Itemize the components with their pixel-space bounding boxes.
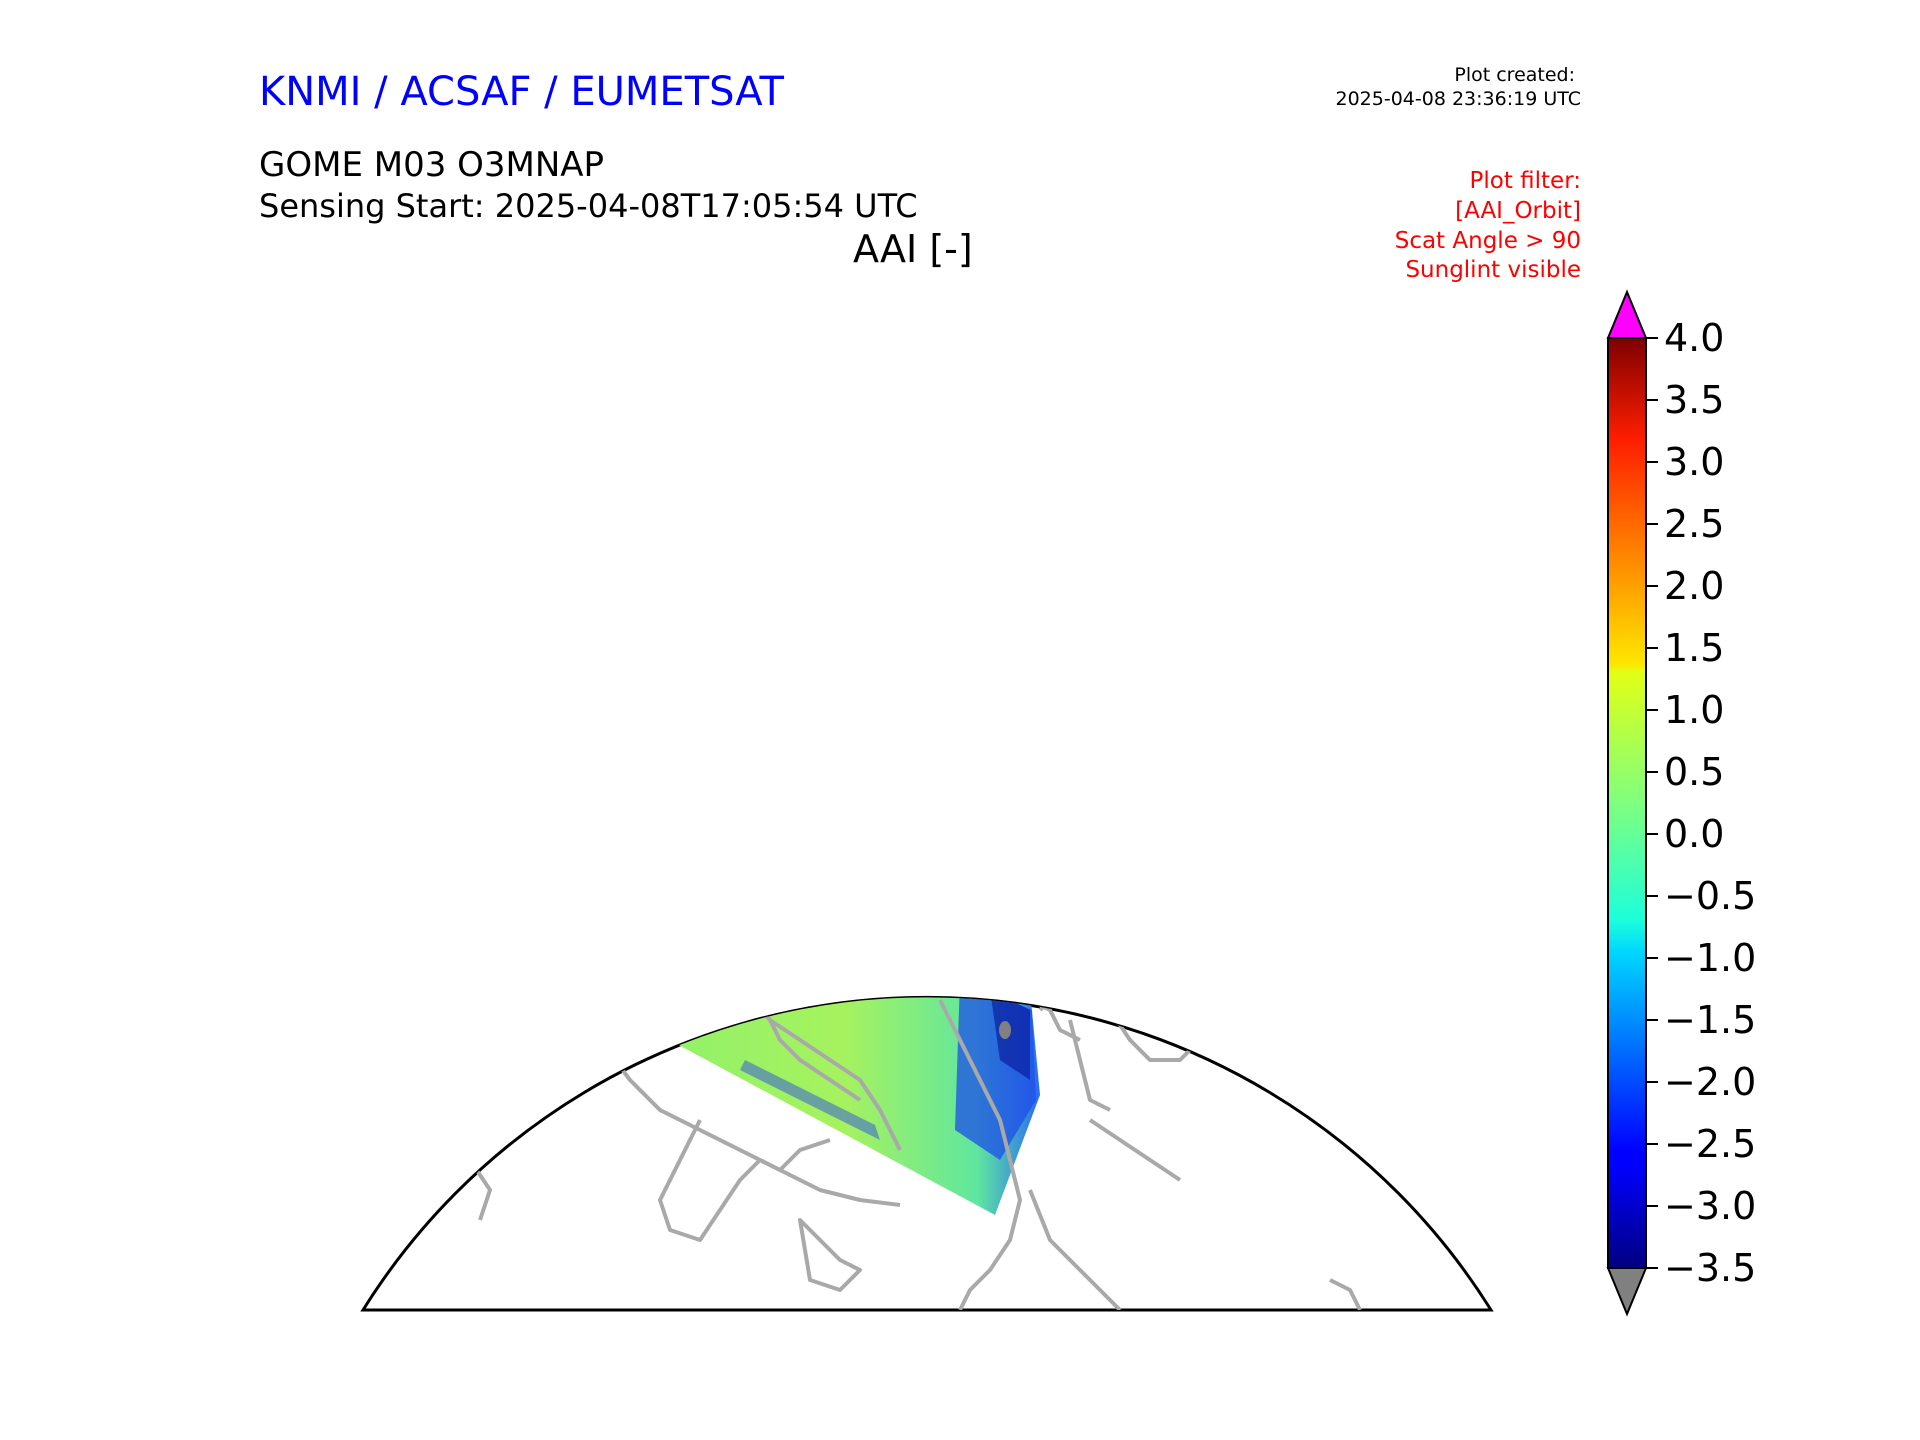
colorbar-tick-label: −0.5 <box>1664 874 1756 918</box>
sensing-start: Sensing Start: 2025-04-08T17:05:54 UTC <box>259 187 918 225</box>
colorbar-tick-label: 2.0 <box>1664 564 1724 608</box>
colorbar-tick-label: 0.0 <box>1664 812 1724 856</box>
plot-filter-label: Plot filter: <box>1469 168 1581 194</box>
colorbar-ticks: −3.5 −3.0 −2.5 −2.0 −1.5 −1.0 −0.5 0.0 0.5 1.0 1.5… <box>1646 316 1756 1290</box>
variable-title: AAI [-] <box>853 227 973 271</box>
colorbar-tick-label: 2.5 <box>1664 502 1724 546</box>
colorbar-tick-label: −3.5 <box>1664 1246 1756 1290</box>
created-time: 2025-04-08 23:36:19 UTC <box>1335 88 1582 110</box>
colorbar-tick-label: −2.0 <box>1664 1060 1756 1104</box>
colorbar: −3.5 −3.0 −2.5 −2.0 −1.5 −1.0 −0.5 0.0 0.5 1.0 1.5… <box>1606 289 1756 1317</box>
plot-filter-scat-angle: Scat Angle > 90 <box>1394 228 1581 254</box>
colorbar-tick-label: 1.0 <box>1664 688 1724 732</box>
aai-swath <box>332 691 1040 1215</box>
colorbar-tick-label: 3.5 <box>1664 378 1724 422</box>
colorbar-tick-label: 3.0 <box>1664 440 1724 484</box>
colorbar-tick-label: 4.0 <box>1664 316 1724 360</box>
colorbar-under-arrow <box>1606 1267 1648 1317</box>
colorbar-tick-label: 1.5 <box>1664 626 1724 670</box>
colorbar-over-arrow <box>1606 289 1648 339</box>
plot-filter-orbit: [AAI_Orbit] <box>1455 198 1581 224</box>
colorbar-tick-label: −2.5 <box>1664 1122 1756 1166</box>
provider-title: KNMI / ACSAF / EUMETSAT <box>259 69 784 115</box>
aai-hotspot <box>332 691 368 719</box>
plot-filter-sunglint: Sunglint visible <box>1405 257 1581 283</box>
colorbar-tick-label: −3.0 <box>1664 1184 1756 1228</box>
product-title: GOME M03 O3MNAP <box>259 145 605 185</box>
colorbar-tick-label: −1.0 <box>1664 936 1756 980</box>
colorbar-gradient <box>1607 337 1647 1269</box>
created-label: Plot created: <box>1454 64 1575 86</box>
colorbar-tick-label: 0.5 <box>1664 750 1724 794</box>
colorbar-tick-label: −1.5 <box>1664 998 1756 1042</box>
